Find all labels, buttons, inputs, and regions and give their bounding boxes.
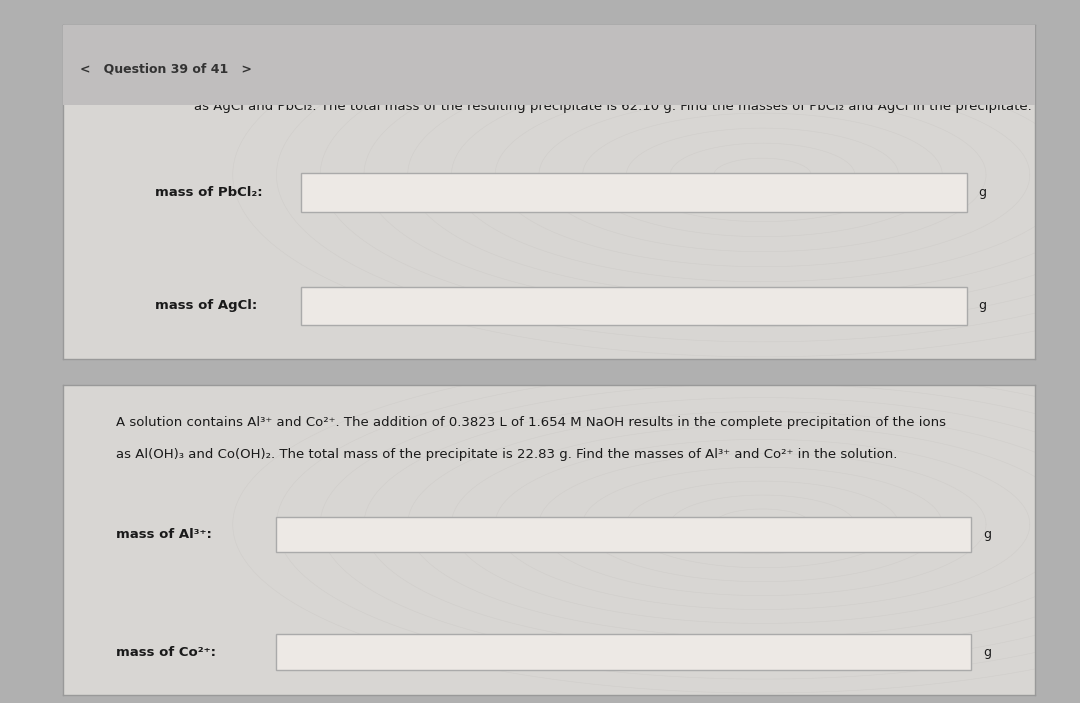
Text: <   Question 39 of 41   >: < Question 39 of 41 > bbox=[80, 63, 252, 75]
FancyBboxPatch shape bbox=[276, 634, 972, 670]
Text: g: g bbox=[978, 186, 986, 199]
Text: The addition of 0.3800 L of 1.150 M KCl to a solution containing Ag⁺ and Pb²⁺ io: The addition of 0.3800 L of 1.150 M KCl … bbox=[194, 62, 1028, 75]
FancyBboxPatch shape bbox=[300, 287, 967, 325]
Text: g: g bbox=[978, 299, 986, 312]
Text: A solution contains Al³⁺ and Co²⁺. The addition of 0.3823 L of 1.654 M NaOH resu: A solution contains Al³⁺ and Co²⁺. The a… bbox=[117, 416, 946, 429]
Text: mass of Al³⁺:: mass of Al³⁺: bbox=[117, 528, 212, 541]
Text: mass of AgCl:: mass of AgCl: bbox=[156, 299, 257, 312]
Text: g: g bbox=[983, 528, 991, 541]
Text: g: g bbox=[983, 645, 991, 659]
FancyBboxPatch shape bbox=[300, 173, 967, 212]
Text: mass of Co²⁺:: mass of Co²⁺: bbox=[117, 645, 216, 659]
Text: as Al(OH)₃ and Co(OH)₂. The total mass of the precipitate is 22.83 g. Find the m: as Al(OH)₃ and Co(OH)₂. The total mass o… bbox=[117, 449, 897, 461]
Text: mass of PbCl₂:: mass of PbCl₂: bbox=[156, 186, 262, 199]
Text: as AgCl and PbCl₂. The total mass of the resulting precipitate is 62.10 g. Find : as AgCl and PbCl₂. The total mass of the… bbox=[194, 100, 1031, 113]
FancyBboxPatch shape bbox=[276, 517, 972, 553]
